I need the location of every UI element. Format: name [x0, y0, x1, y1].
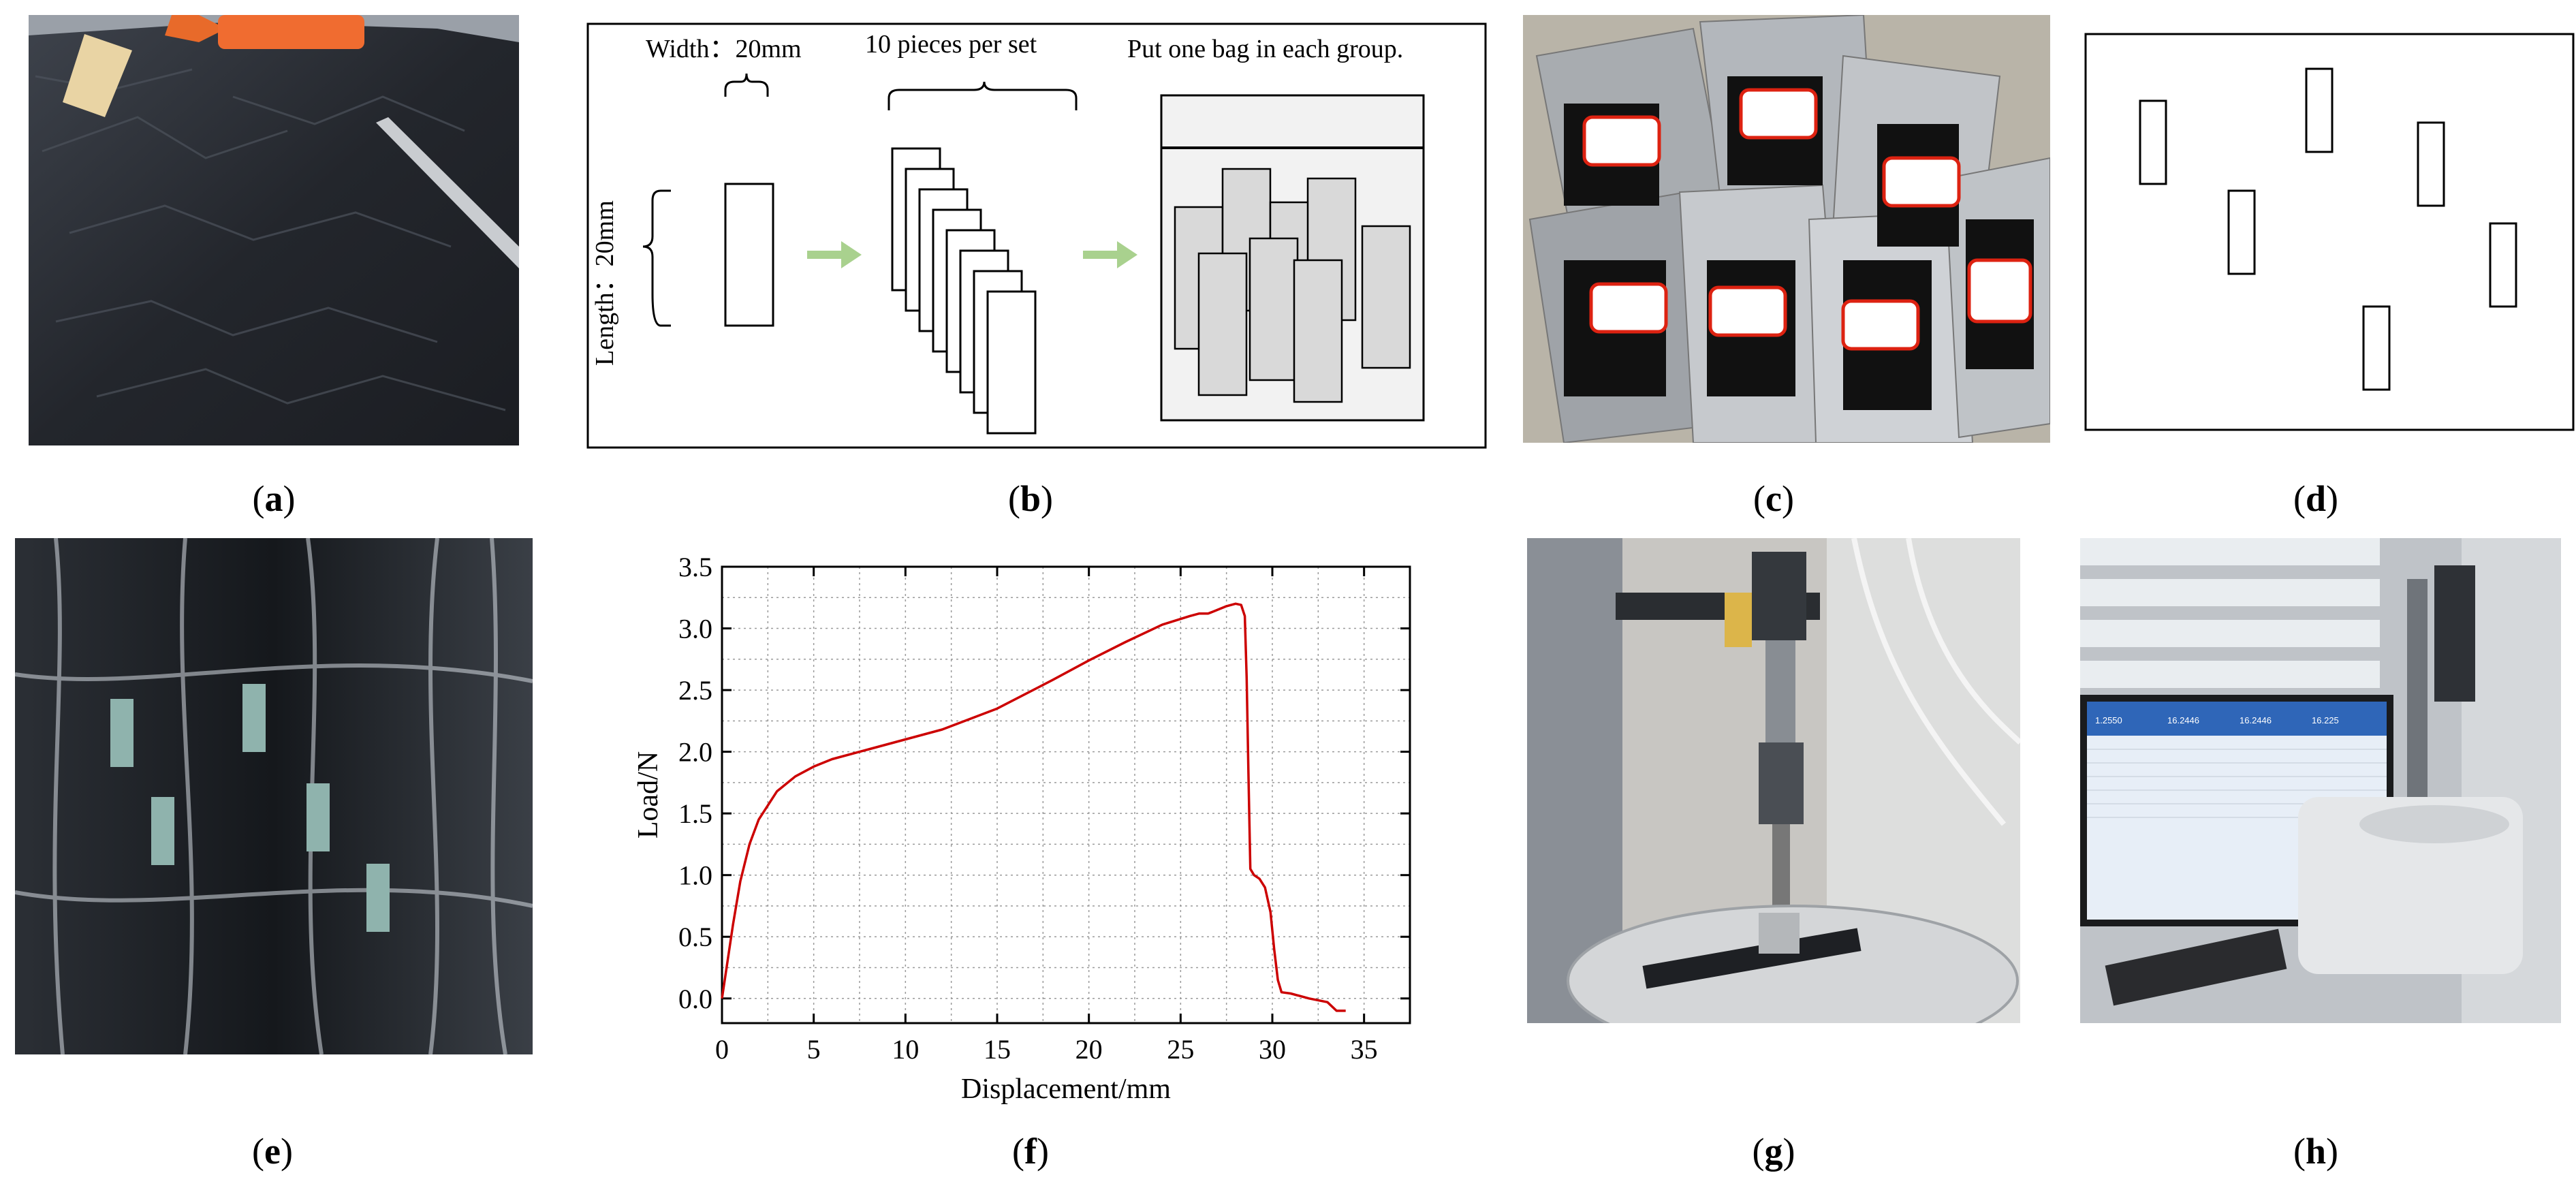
y-tick-label: 2.0 — [678, 737, 712, 768]
panel-d-layout — [2084, 33, 2575, 431]
caption-a: (a) — [252, 478, 296, 519]
panel-f-chart: 0 5 10 15 20 25 30 35 0.0 0.5 1.0 1.5 2.0 2.5 3.0 3.5 Di… — [599, 545, 1444, 1124]
bagged-specimens — [1174, 168, 1411, 403]
layout-specimens — [2139, 67, 2517, 391]
screen-value-4: 16.225 — [2312, 715, 2339, 725]
x-tick-label: 10 — [892, 1034, 919, 1065]
arrow-2 — [1083, 241, 1137, 268]
x-tick-label: 15 — [984, 1034, 1011, 1065]
x-tick-label: 35 — [1351, 1034, 1378, 1065]
caption-c: (c) — [1753, 478, 1794, 519]
y-tick-label: 0.0 — [678, 984, 712, 1014]
y-tick-label: 3.0 — [678, 614, 712, 644]
set-label: 10 pieces per set — [865, 30, 1037, 59]
arrow-1 — [807, 241, 862, 268]
load-displacement-chart: 0 5 10 15 20 25 30 35 0.0 0.5 1.0 1.5 2.0 2.5 3.0 3.5 Di… — [633, 552, 1411, 1105]
bag-label: Put one bag in each group. — [1127, 35, 1403, 63]
y-tick-label: 1.5 — [678, 798, 712, 829]
y-tick-label: 3.5 — [678, 552, 712, 582]
caption-b: (b) — [1007, 478, 1053, 519]
width-brace — [724, 73, 769, 97]
x-tick-label: 30 — [1259, 1034, 1286, 1065]
width-label: Width：20mm — [646, 35, 802, 63]
panel-a-photo — [29, 15, 519, 445]
panel-b-schematic: Width：20mm Length：20mm 10 pieces per set… — [586, 22, 1488, 451]
caption-f: (f) — [1012, 1131, 1049, 1172]
panel-c-photo — [1523, 15, 2050, 443]
screen-value-1: 1.2550 — [2095, 715, 2122, 725]
caption-h: (h) — [2293, 1131, 2338, 1172]
y-tick-label: 2.5 — [678, 675, 712, 706]
y-tick-label: 1.0 — [678, 860, 712, 891]
plot-frame — [721, 565, 1411, 1024]
x-tick-label: 25 — [1167, 1034, 1194, 1065]
length-label: Length：20mm — [591, 200, 619, 366]
panel-h-photo: 1.2550 16.2446 16.2446 16.225 — [2080, 538, 2561, 1023]
x-tick-label: 5 — [807, 1034, 821, 1065]
caption-e: (e) — [252, 1131, 293, 1172]
caption-g: (g) — [1752, 1131, 1795, 1172]
load-curve — [721, 602, 1346, 1012]
x-tick-label: 20 — [1075, 1034, 1103, 1065]
length-brace — [642, 189, 671, 327]
single-specimen — [724, 183, 774, 327]
y-axis-label: Load/N — [633, 751, 664, 839]
x-axis-label: Displacement/mm — [961, 1074, 1171, 1105]
y-tick-label: 0.5 — [678, 922, 712, 952]
x-tick-label: 0 — [715, 1034, 729, 1065]
specimen-stack — [891, 147, 1037, 435]
screen-value-2: 16.2446 — [2167, 715, 2199, 725]
set-brace — [888, 81, 1078, 110]
panel-e-photo — [15, 538, 533, 1054]
panel-g-photo — [1527, 538, 2020, 1023]
screen-value-3: 16.2446 — [2240, 715, 2272, 725]
caption-d: (d) — [2293, 478, 2338, 519]
